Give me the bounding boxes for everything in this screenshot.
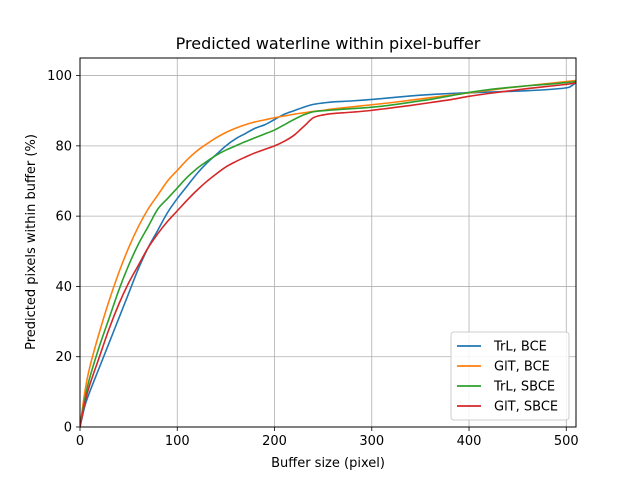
chart-title: Predicted waterline within pixel-buffer bbox=[176, 34, 481, 53]
x-tick-label: 300 bbox=[359, 434, 384, 449]
series-line-glt-sbce bbox=[80, 82, 576, 427]
x-axis-label: Buffer size (pixel) bbox=[271, 456, 385, 471]
plot-frame bbox=[79, 57, 577, 428]
x-tick-label: 100 bbox=[165, 434, 190, 449]
x-tick-label: 0 bbox=[76, 434, 84, 449]
legend-label: TrL, BCE bbox=[493, 340, 547, 355]
series-line-trl-sbce bbox=[80, 80, 576, 427]
legend-label: GlT, SBCE bbox=[494, 400, 558, 415]
y-tick-label: 100 bbox=[47, 69, 72, 84]
series-group bbox=[80, 79, 576, 427]
y-tick-label: 40 bbox=[55, 280, 72, 295]
legend: TrL, BCE GlT, BCE TrL, SBCE GlT, SBCE bbox=[450, 331, 570, 421]
y-tick-label: 60 bbox=[55, 210, 72, 225]
legend-box bbox=[450, 331, 570, 421]
legend-label: TrL, SBCE bbox=[493, 380, 555, 395]
y-tick-label: 0 bbox=[64, 421, 72, 436]
y-tick-label: 80 bbox=[55, 139, 72, 154]
axis-ticks: 0 100 200 300 400 500 0 20 40 60 80 100 bbox=[47, 69, 579, 449]
x-tick-label: 200 bbox=[262, 434, 287, 449]
series-lines bbox=[80, 79, 576, 427]
legend-label: GlT, BCE bbox=[494, 360, 550, 375]
y-axis-label: Predicted pixels within buffer (%) bbox=[24, 134, 39, 350]
x-tick-label: 500 bbox=[554, 434, 579, 449]
y-tick-label: 20 bbox=[55, 350, 72, 365]
x-tick-label: 400 bbox=[457, 434, 482, 449]
